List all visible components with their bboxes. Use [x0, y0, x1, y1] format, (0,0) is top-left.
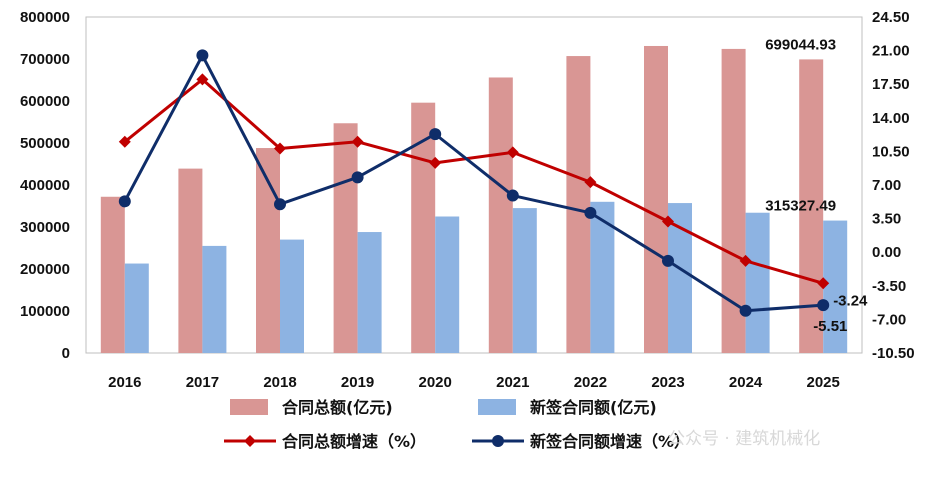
left-tick-label: 300000 [20, 219, 70, 236]
bar-1-2023 [668, 203, 692, 353]
right-tick-label: -10.50 [872, 345, 915, 362]
legend-swatch-0 [230, 399, 268, 415]
bar-1-2019 [357, 232, 382, 353]
left-tick-label: 800000 [20, 9, 70, 26]
point-0-2024 [739, 254, 752, 267]
point-1-2023 [662, 254, 674, 267]
legend-marker-3 [492, 435, 504, 447]
left-tick-label: 200000 [20, 261, 70, 278]
plot-area [85, 16, 863, 354]
data-label: -5.51 [813, 318, 847, 335]
bar-1-2021 [512, 208, 537, 353]
point-0-2023 [662, 215, 674, 228]
point-1-2019 [351, 171, 364, 184]
point-0-2017 [196, 73, 209, 86]
x-tick-label: 2023 [651, 374, 684, 391]
bar-0-2019 [333, 123, 358, 353]
point-1-2021 [506, 189, 519, 202]
x-tick-label: 2017 [186, 374, 219, 391]
right-tick-label: 24.50 [872, 9, 910, 26]
point-0-2020 [429, 156, 442, 169]
point-1-2024 [739, 304, 752, 317]
bar-0-2016 [100, 196, 125, 353]
legend-marker-2 [244, 435, 256, 447]
x-tick-label: 2024 [729, 374, 763, 391]
point-0-2025 [817, 277, 830, 290]
line-series-1 [123, 53, 824, 313]
right-tick-label: -3.50 [872, 278, 906, 295]
x-tick-label: 2022 [574, 374, 607, 391]
bar-0-2021 [488, 77, 513, 353]
x-tick-label: 2025 [807, 374, 840, 391]
legend-label-1: 新签合同额(亿元) [530, 398, 657, 417]
legend-label-0: 合同总额(亿元) [282, 398, 393, 417]
x-tick-label: 2020 [419, 374, 452, 391]
point-1-2025 [817, 299, 830, 312]
left-tick-label: 100000 [20, 303, 70, 320]
right-tick-label: -7.00 [872, 311, 906, 328]
x-tick-label: 2016 [108, 374, 141, 391]
point-1-2017 [196, 49, 209, 62]
point-1-2020 [429, 128, 442, 141]
legend-label-2: 合同总额增速（%） [282, 432, 426, 451]
point-1-2018 [274, 198, 286, 211]
bar-0-2017 [178, 168, 203, 353]
bar-1-2025 [823, 220, 848, 353]
bar-0-2022 [566, 56, 591, 354]
right-tick-label: 7.00 [872, 177, 901, 194]
x-tick-label: 2019 [341, 374, 374, 391]
data-label: -3.24 [833, 292, 868, 309]
right-tick-label: 17.50 [872, 76, 910, 93]
line-series-0 [123, 77, 824, 285]
bar-1-2017 [202, 245, 227, 353]
right-tick-label: 3.50 [872, 211, 901, 228]
point-0-2021 [506, 146, 519, 159]
bar-1-2018 [280, 239, 304, 353]
right-tick-label: 10.50 [872, 143, 910, 160]
point-0-2018 [274, 142, 286, 155]
left-tick-label: 700000 [20, 51, 70, 68]
point-0-2019 [351, 135, 364, 148]
left-tick-label: 0 [62, 345, 70, 362]
bar-1-2016 [124, 263, 149, 353]
bar-1-2022 [590, 201, 615, 353]
right-tick-label: 21.00 [872, 43, 910, 60]
bar-1-2024 [745, 212, 770, 353]
point-0-2016 [118, 135, 131, 148]
point-0-2022 [584, 176, 597, 189]
bar-0-2023 [644, 45, 668, 353]
left-tick-label: 400000 [20, 177, 70, 194]
x-tick-label: 2018 [263, 374, 296, 391]
data-label: 315327.49 [765, 198, 836, 215]
legend-label-3: 新签合同额增速（%） [530, 432, 690, 451]
left-tick-label: 600000 [20, 93, 70, 110]
watermark: 公众号 · 建筑机械化 [668, 429, 820, 449]
right-tick-label: 14.00 [872, 110, 910, 127]
point-1-2016 [118, 195, 131, 208]
bar-1-2020 [435, 216, 460, 353]
data-label: 699044.93 [765, 36, 836, 53]
x-tick-label: 2021 [496, 374, 529, 391]
legend-swatch-1 [478, 399, 516, 415]
left-tick-label: 500000 [20, 135, 70, 152]
point-1-2022 [584, 206, 597, 219]
right-tick-label: 0.00 [872, 244, 901, 261]
